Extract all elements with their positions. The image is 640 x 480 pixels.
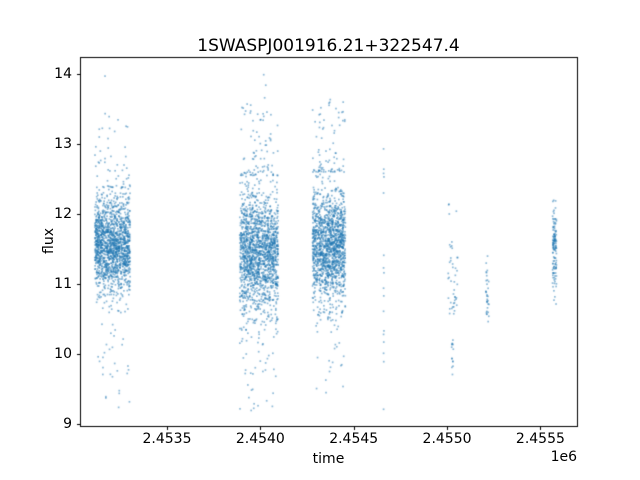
y-tick-label: 13 xyxy=(54,136,72,152)
chart-title: 1SWASPJ001916.21+322547.4 xyxy=(197,36,460,56)
y-tick-label: 11 xyxy=(54,275,72,292)
y-tick-label: 14 xyxy=(54,66,72,82)
y-tick-label: 9 xyxy=(63,415,72,432)
x-tick-label: 2.4555 xyxy=(515,431,565,447)
y-tick-label: 10 xyxy=(54,345,72,362)
x-tick-label: 2.4540 xyxy=(235,431,285,447)
x-axis-label: time xyxy=(312,451,345,467)
x-tick-label: 2.4545 xyxy=(329,431,379,447)
y-tick-label: 12 xyxy=(54,205,72,222)
x-tick-label: 2.4550 xyxy=(422,431,472,447)
x-axis-offset-label: 1e6 xyxy=(550,449,577,465)
x-tick-label: 2.4535 xyxy=(142,431,192,447)
y-axis-label: flux xyxy=(41,228,57,254)
